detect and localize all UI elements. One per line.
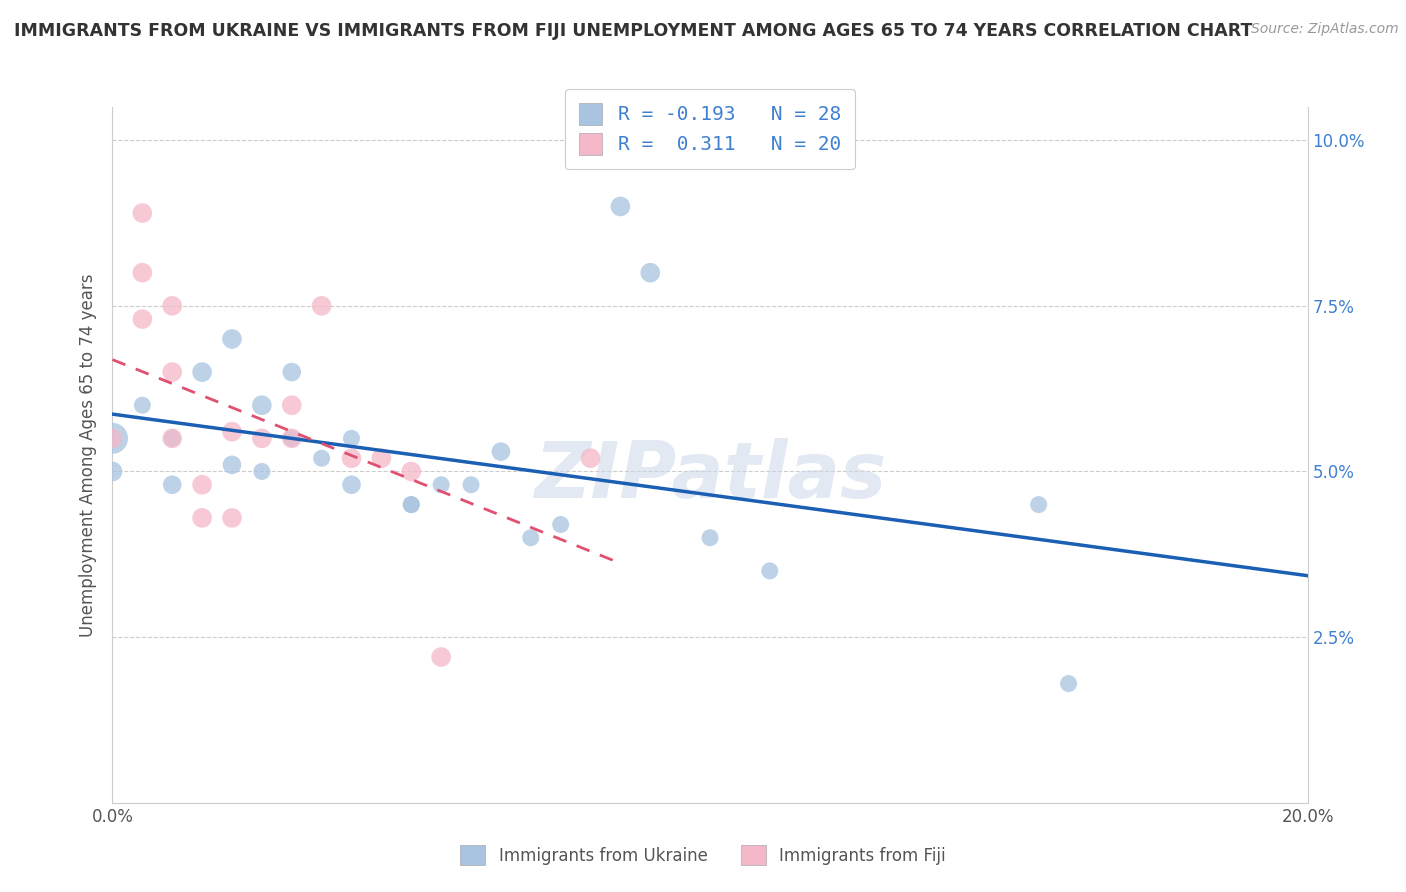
Point xyxy=(101,465,124,479)
Y-axis label: Unemployment Among Ages 65 to 74 years: Unemployment Among Ages 65 to 74 years xyxy=(79,273,97,637)
Point xyxy=(370,451,392,466)
Point xyxy=(221,425,243,439)
Point xyxy=(191,511,214,525)
Point xyxy=(191,365,214,379)
Point xyxy=(759,564,782,578)
Point xyxy=(281,431,304,445)
Point xyxy=(460,477,482,491)
Text: ZIPatlas: ZIPatlas xyxy=(534,438,886,514)
Point xyxy=(162,431,183,445)
Point xyxy=(162,431,183,445)
Point xyxy=(131,206,153,220)
Point xyxy=(401,465,423,479)
Point xyxy=(281,365,304,379)
Point xyxy=(131,266,153,280)
Point xyxy=(579,451,602,466)
Text: IMMIGRANTS FROM UKRAINE VS IMMIGRANTS FROM FIJI UNEMPLOYMENT AMONG AGES 65 TO 74: IMMIGRANTS FROM UKRAINE VS IMMIGRANTS FR… xyxy=(14,22,1253,40)
Point xyxy=(191,477,214,491)
Legend: Immigrants from Ukraine, Immigrants from Fiji: Immigrants from Ukraine, Immigrants from… xyxy=(450,836,956,875)
Point xyxy=(401,498,423,512)
Point xyxy=(162,365,183,379)
Point xyxy=(340,477,363,491)
Point xyxy=(221,511,243,525)
Point xyxy=(221,332,243,346)
Point xyxy=(281,431,304,445)
Point xyxy=(699,531,721,545)
Legend: R = -0.193   N = 28, R =  0.311   N = 20: R = -0.193 N = 28, R = 0.311 N = 20 xyxy=(565,89,855,169)
Point xyxy=(131,398,153,412)
Text: Source: ZipAtlas.com: Source: ZipAtlas.com xyxy=(1251,22,1399,37)
Point xyxy=(101,431,124,445)
Point xyxy=(401,498,423,512)
Point xyxy=(1028,498,1050,512)
Point xyxy=(550,517,572,532)
Point xyxy=(311,299,333,313)
Point xyxy=(101,431,124,445)
Point xyxy=(340,431,363,445)
Point xyxy=(609,199,631,213)
Point xyxy=(520,531,543,545)
Point xyxy=(340,451,363,466)
Point xyxy=(489,444,512,458)
Point xyxy=(131,312,153,326)
Point xyxy=(1057,676,1080,690)
Point xyxy=(250,431,273,445)
Point xyxy=(250,398,273,412)
Point xyxy=(430,477,453,491)
Point xyxy=(430,650,453,665)
Point xyxy=(311,451,333,466)
Point xyxy=(638,266,662,280)
Point xyxy=(250,465,273,479)
Point xyxy=(221,458,243,472)
Point xyxy=(281,398,304,412)
Point xyxy=(162,477,183,491)
Point xyxy=(162,299,183,313)
